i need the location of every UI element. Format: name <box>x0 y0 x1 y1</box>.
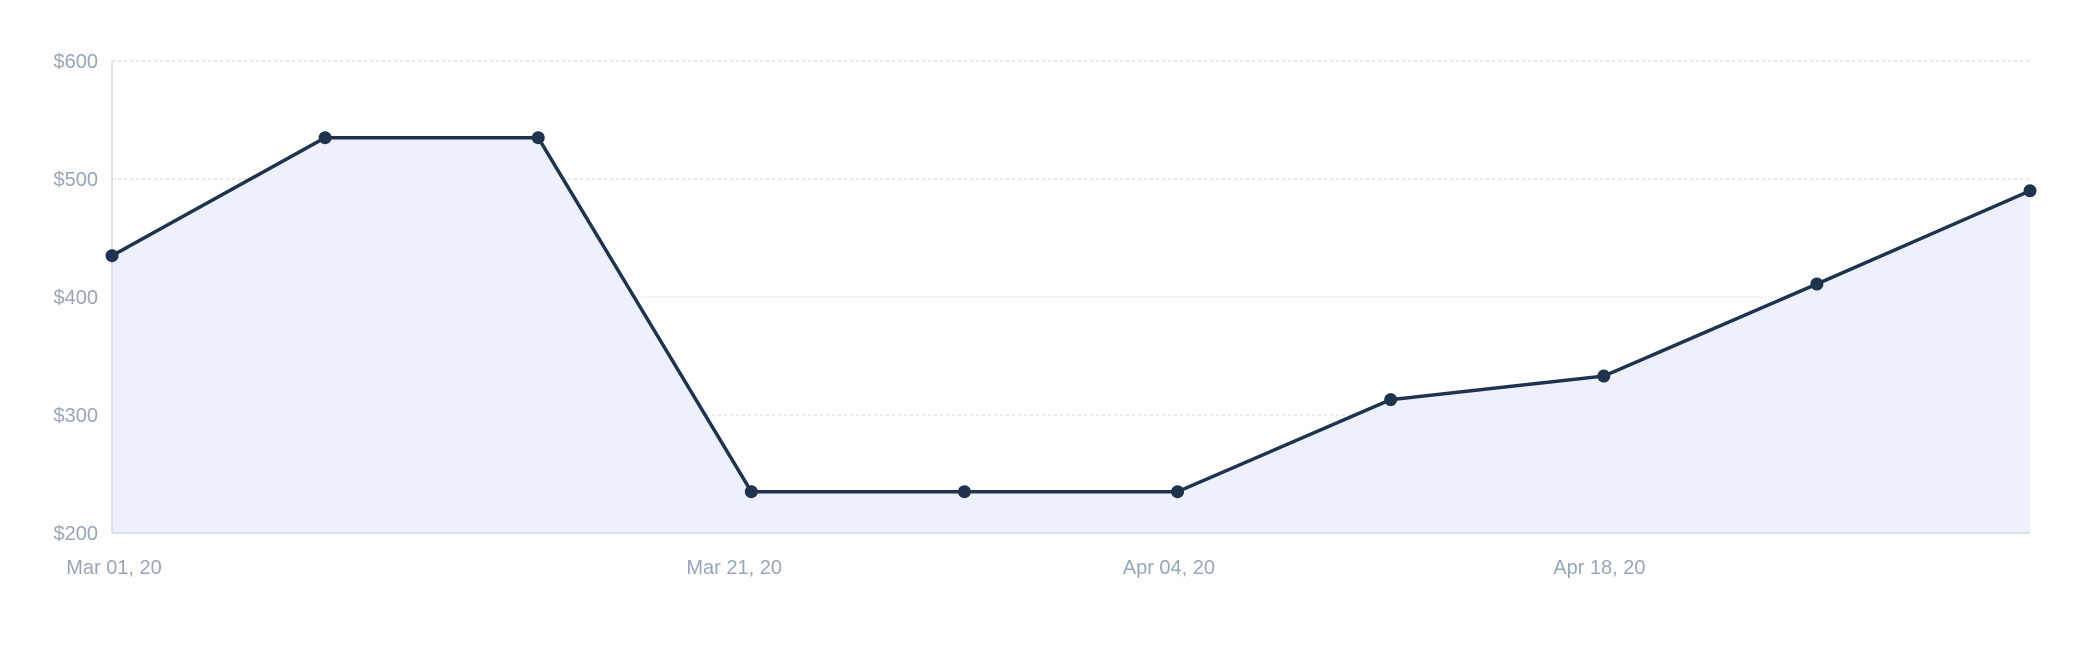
series-area-fill <box>112 137 2030 533</box>
point-layer <box>105 131 2037 499</box>
x-tick-label: Apr 18, 20 <box>1553 557 1645 579</box>
x-tick-label: Apr 04, 20 <box>1123 557 1215 579</box>
x-tick-labels: Mar 01, 20 Mar 21, 20 Apr 04, 20 Apr 18, 20 <box>66 557 1645 579</box>
x-tick-label: Mar 01, 20 <box>66 557 162 579</box>
y-tick-label: $600 <box>54 51 99 73</box>
data-point <box>957 485 971 499</box>
axis-layer <box>111 61 2030 534</box>
y-tick-label: $200 <box>54 523 99 545</box>
series-line <box>111 135 2031 494</box>
area-layer <box>112 137 2030 533</box>
data-point <box>744 485 758 499</box>
y-tick-labels: $600 $500 $400 $300 $200 <box>54 51 99 545</box>
y-tick-label: $300 <box>54 405 99 427</box>
line-layer <box>111 135 2031 494</box>
data-point <box>1810 277 1824 291</box>
data-point <box>2023 184 2037 198</box>
data-point <box>318 131 332 145</box>
y-tick-label: $400 <box>54 287 99 309</box>
x-tick-label: Mar 21, 20 <box>686 557 782 579</box>
y-tick-label: $500 <box>54 169 99 191</box>
data-point <box>1384 393 1398 407</box>
data-point <box>105 249 119 263</box>
data-point <box>1597 369 1611 383</box>
data-point <box>1171 485 1185 499</box>
data-point <box>531 131 545 145</box>
